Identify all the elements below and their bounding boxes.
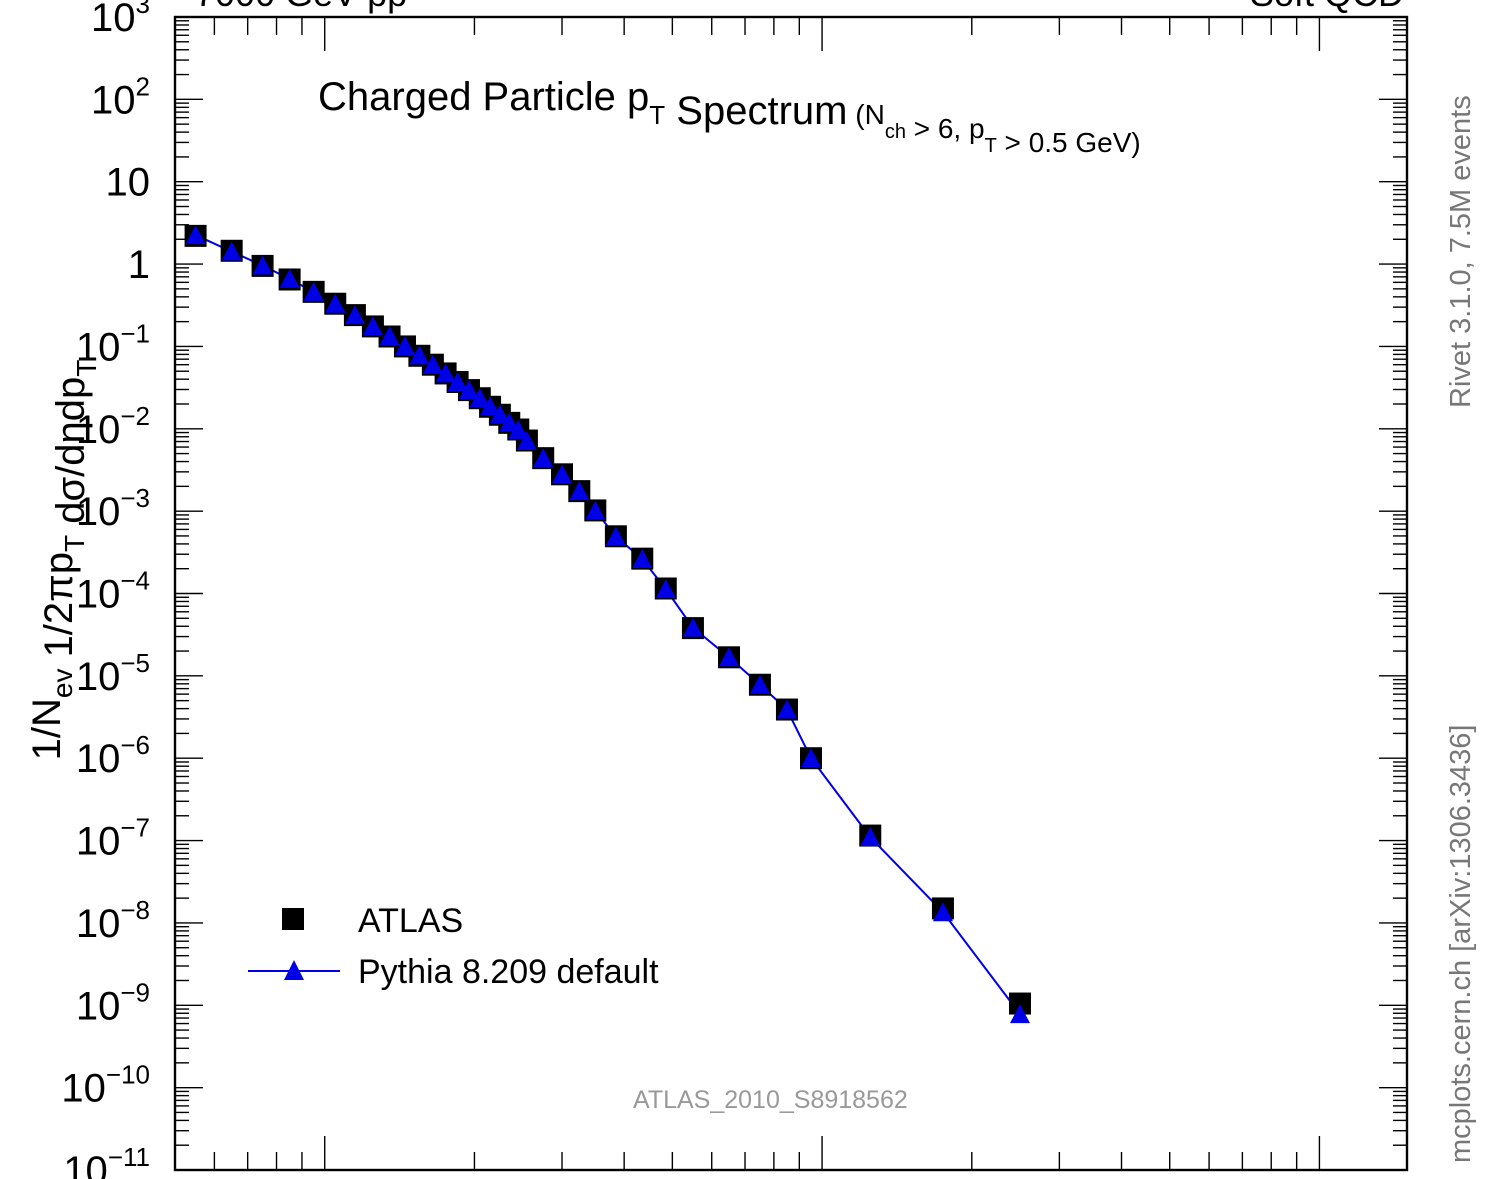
data-point-pythia — [569, 481, 590, 501]
data-point-pythia — [394, 336, 415, 356]
y-tick-label: 10−1 — [76, 318, 150, 369]
y-tick-label: 10−11 — [63, 1142, 150, 1179]
data-point-pythia — [585, 500, 606, 520]
data-point-pythia — [508, 419, 529, 439]
data-point-pythia — [422, 354, 443, 374]
chart-title: Charged Particle pT Spectrum (Nch > 6, p… — [318, 75, 1141, 158]
y-tick-label: 10−8 — [76, 895, 150, 946]
y-tick-label: 10−6 — [76, 730, 150, 781]
data-point-pythia — [279, 268, 300, 288]
data-point-pythia — [458, 379, 479, 399]
y-tick-label: 10 — [106, 161, 151, 205]
side-label-rivet: Rivet 3.1.0, 7.5M events — [1445, 95, 1477, 408]
data-point-pythia — [409, 345, 430, 365]
data-point-pythia — [325, 293, 346, 313]
y-tick-label: 10−10 — [61, 1060, 150, 1111]
data-point-pythia — [379, 326, 400, 346]
header-energy-label: 7000 GeV pp — [195, 0, 407, 14]
side-label-mcplots: mcplots.cern.ch [arXiv:1306.3436] — [1445, 725, 1477, 1163]
data-point-atlas — [1008, 992, 1031, 1015]
plot-marks — [184, 224, 1031, 1024]
data-point-pythia — [932, 902, 953, 922]
y-tick-label: 10−3 — [76, 483, 150, 534]
series-line-pythia — [195, 234, 1021, 1015]
data-point-pythia — [185, 225, 206, 245]
data-point-pythia — [344, 305, 365, 325]
y-tick-label: 1 — [128, 243, 150, 287]
legend-pythia-marker — [284, 960, 304, 980]
y-tick-labels: 10310210110−110−210−310−410−510−610−710−… — [61, 0, 150, 1179]
data-point-pythia — [221, 241, 242, 261]
y-tick-label: 10−4 — [76, 566, 150, 617]
data-point-pythia — [749, 674, 770, 694]
data-point-pythia — [776, 699, 797, 719]
legend: ATLAS Pythia 8.209 default — [248, 902, 659, 991]
data-point-pythia — [605, 526, 626, 546]
legend-atlas-marker — [282, 908, 304, 930]
data-point-pythia — [655, 579, 676, 599]
legend-atlas-label: ATLAS — [358, 902, 463, 940]
plot-frame — [173, 15, 1409, 1172]
legend-pythia-label: Pythia 8.209 default — [358, 953, 659, 991]
data-point-pythia — [682, 617, 703, 637]
data-point-pythia — [480, 396, 501, 416]
data-point-pythia — [719, 647, 740, 667]
axis-ticks — [174, 16, 1407, 1171]
header-category-label: Soft QCD — [1250, 0, 1404, 14]
y-tick-label: 10−7 — [76, 813, 150, 864]
data-point-pythia — [447, 371, 468, 391]
y-tick-label: 103 — [91, 0, 150, 40]
data-point-pythia — [533, 448, 554, 468]
y-axis-label: 1/Nev 1/2πpT dσ/dηdpT — [25, 360, 102, 761]
data-point-pythia — [489, 404, 510, 424]
y-tick-label: 10−5 — [76, 648, 150, 699]
y-tick-label: 10−2 — [76, 401, 150, 452]
data-point-pythia — [860, 827, 881, 847]
data-point-pythia — [469, 388, 490, 408]
y-tick-label: 10−9 — [76, 977, 150, 1028]
y-tick-label: 102 — [91, 71, 150, 122]
data-point-pythia — [1009, 1004, 1030, 1024]
data-point-pythia — [499, 412, 520, 432]
data-point-pythia — [435, 363, 456, 383]
data-point-pythia — [516, 431, 537, 451]
data-point-pythia — [303, 281, 324, 301]
analysis-id-label: ATLAS_2010_S8918562 — [633, 1086, 908, 1114]
data-point-pythia — [800, 748, 821, 768]
data-point-pythia — [552, 464, 573, 484]
data-point-pythia — [362, 316, 383, 336]
data-point-pythia — [632, 549, 653, 569]
data-point-pythia — [252, 255, 273, 275]
